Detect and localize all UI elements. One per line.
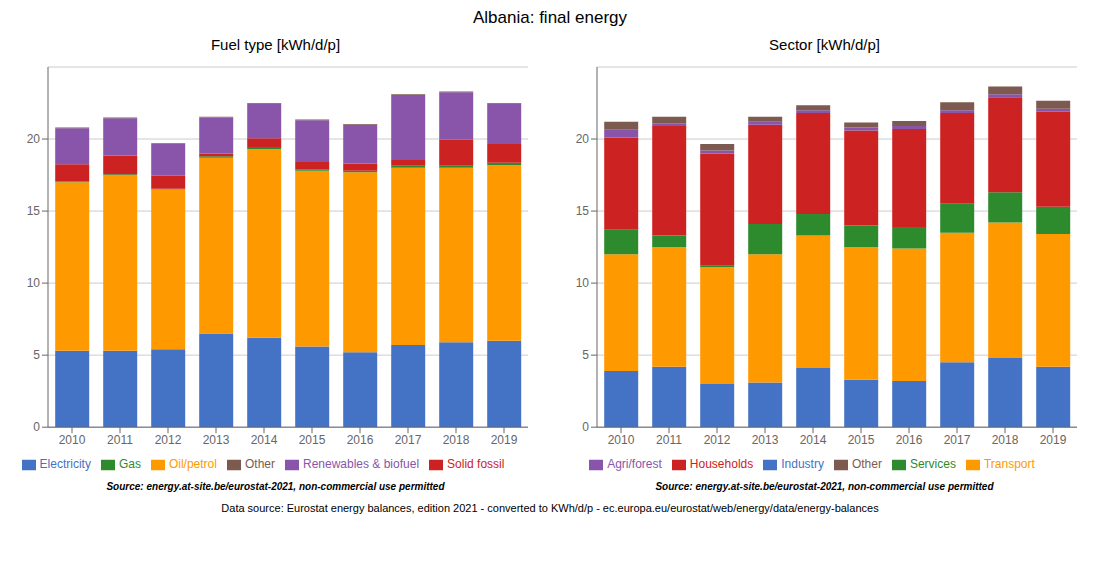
svg-text:15: 15 bbox=[576, 204, 590, 218]
svg-text:2014: 2014 bbox=[251, 433, 278, 447]
html-text:Renewables & biofuel: Renewables & biofuel bbox=[303, 457, 420, 472]
html-text:Households: Households bbox=[689, 457, 754, 472]
html-text:Sector [kWh/d/p]: Sector [kWh/d/p] bbox=[769, 36, 880, 53]
svg-text:5: 5 bbox=[33, 348, 40, 362]
svg-text:0: 0 bbox=[33, 420, 40, 434]
svg-text:2013: 2013 bbox=[752, 433, 779, 447]
svg-text:2011: 2011 bbox=[107, 433, 133, 447]
html-text:Transport: Transport bbox=[983, 457, 1035, 472]
html-text:Fuel type [kWh/d/p]: Fuel type [kWh/d/p] bbox=[210, 36, 341, 53]
svg-text:2012: 2012 bbox=[155, 433, 182, 447]
svg-text:5: 5 bbox=[582, 348, 589, 362]
svg-text:10: 10 bbox=[27, 276, 41, 290]
svg-text:2019: 2019 bbox=[491, 433, 518, 447]
html-text:Other: Other bbox=[851, 457, 882, 472]
svg-text:2016: 2016 bbox=[347, 433, 374, 447]
svg-text:2010: 2010 bbox=[59, 433, 86, 447]
svg-text:2011: 2011 bbox=[656, 433, 682, 447]
html-text:Gas: Gas bbox=[118, 457, 141, 472]
svg-text:2016: 2016 bbox=[896, 433, 923, 447]
svg-text:15: 15 bbox=[27, 204, 41, 218]
html-text:Services: Services bbox=[909, 457, 956, 472]
svg-text:2012: 2012 bbox=[704, 433, 731, 447]
html-text:Electricity: Electricity bbox=[39, 457, 91, 472]
html-text:Data source: Eurostat energy b: Data source: Eurostat energy balances, e… bbox=[221, 502, 879, 514]
svg-text:10: 10 bbox=[576, 276, 590, 290]
svg-text:2018: 2018 bbox=[992, 433, 1019, 447]
svg-text:2017: 2017 bbox=[944, 433, 971, 447]
html-text:Source: energy.at-site.be/euro: Source: energy.at-site.be/eurostat-2021,… bbox=[655, 481, 994, 492]
svg-text:2015: 2015 bbox=[299, 433, 326, 447]
html-text:Source: energy.at-site.be/euro: Source: energy.at-site.be/eurostat-2021,… bbox=[106, 481, 445, 492]
html-text:Industry: Industry bbox=[781, 457, 824, 472]
svg-text:20: 20 bbox=[576, 132, 590, 146]
svg-text:2014: 2014 bbox=[800, 433, 827, 447]
svg-text:2019: 2019 bbox=[1040, 433, 1067, 447]
svg-text:20: 20 bbox=[27, 132, 41, 146]
svg-text:0: 0 bbox=[582, 420, 589, 434]
html-text:Albania: final energy: Albania: final energy bbox=[473, 8, 627, 27]
html-text:Agri/forest: Agri/forest bbox=[607, 457, 662, 472]
svg-text:2018: 2018 bbox=[443, 433, 470, 447]
svg-text:2013: 2013 bbox=[203, 433, 230, 447]
html-text:Other: Other bbox=[245, 457, 275, 472]
html-text:Oil/petrol: Oil/petrol bbox=[168, 457, 217, 472]
html-text:Solid fossil: Solid fossil bbox=[447, 457, 505, 472]
svg-text:2017: 2017 bbox=[395, 433, 422, 447]
svg-text:2015: 2015 bbox=[848, 433, 875, 447]
svg-text:2010: 2010 bbox=[608, 433, 635, 447]
